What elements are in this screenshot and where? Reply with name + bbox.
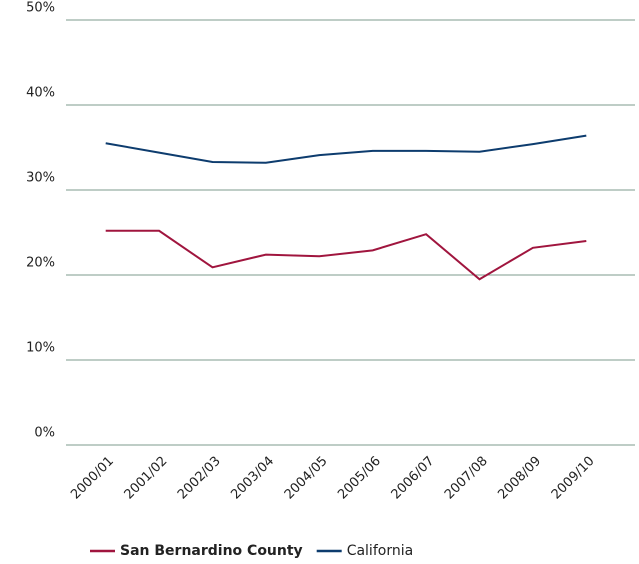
x-tick-label: 2002/03: [175, 454, 224, 503]
y-tick-label: 50%: [26, 1, 55, 16]
y-tick-label: 30%: [26, 171, 55, 186]
legend-label: San Bernardino County: [120, 543, 303, 559]
y-tick-label: 10%: [26, 341, 55, 356]
y-tick-label: 0%: [34, 426, 55, 441]
line-series: [105, 229, 587, 281]
x-tick-label: 2009/10: [549, 454, 598, 503]
x-tick-label: 2007/08: [442, 454, 491, 503]
x-tick-label: 2008/09: [495, 454, 544, 503]
y-tick-label: 40%: [26, 86, 55, 101]
x-tick-label: 2005/06: [335, 454, 384, 503]
x-tick-label: 2003/04: [228, 454, 277, 503]
x-tick-label: 2004/05: [282, 454, 331, 503]
x-tick-label: 2000/01: [68, 454, 117, 503]
y-tick-label: 20%: [26, 256, 55, 271]
line-series: [105, 134, 587, 164]
x-tick-label: 2001/02: [122, 454, 171, 503]
legend-label: California: [347, 543, 413, 559]
x-tick-label: 2006/07: [389, 454, 438, 503]
